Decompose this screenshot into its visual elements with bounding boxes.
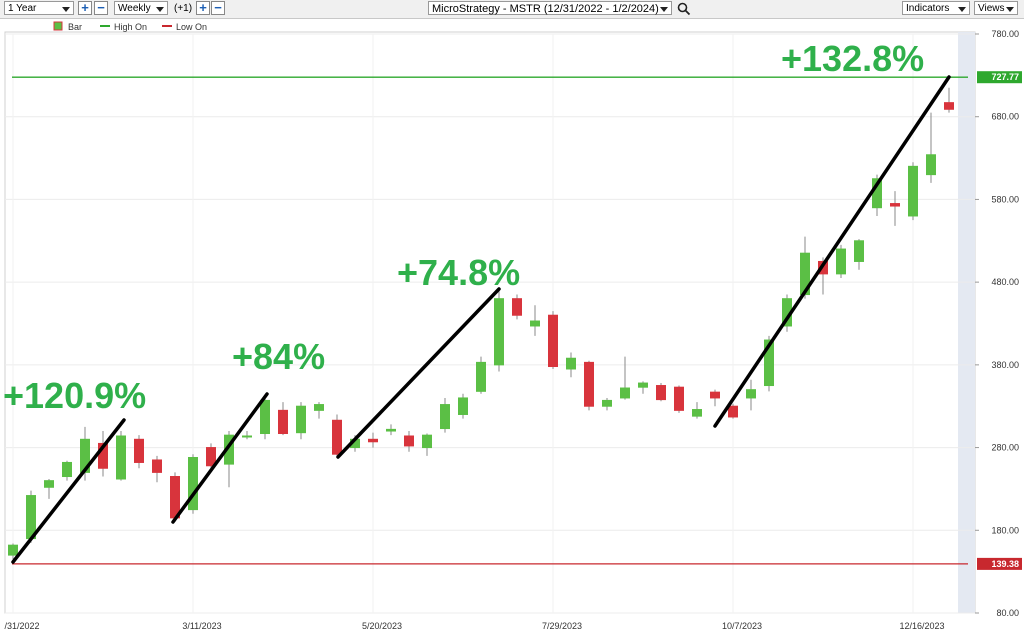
candle-body	[98, 442, 108, 469]
candle-body	[116, 435, 126, 480]
legend-label: High On	[114, 22, 147, 32]
candle-body	[206, 447, 216, 467]
candle-body	[638, 382, 648, 388]
y-tick-label: 480.00	[991, 277, 1019, 287]
offset-plus[interactable]: +	[196, 1, 210, 15]
x-tick-label: 3/11/2023	[182, 621, 221, 631]
trend-line	[713, 75, 951, 428]
candle-body	[710, 391, 720, 399]
candle-body	[242, 435, 252, 438]
candle-body	[62, 461, 72, 478]
plot-area	[4, 31, 976, 614]
candle-body	[134, 438, 144, 463]
y-tick-label: 580.00	[991, 194, 1019, 204]
candle-body	[476, 361, 486, 392]
annotation: +132.8%	[781, 38, 924, 79]
y-tick-label: 80.00	[996, 608, 1019, 618]
offset-minus[interactable]: −	[211, 1, 225, 15]
candle-body	[656, 385, 666, 401]
candle-body	[152, 459, 162, 473]
candle-body	[674, 386, 684, 411]
y-tick-label: 380.00	[991, 360, 1019, 370]
legend-label: Low On	[176, 22, 207, 32]
annotation: +74.8%	[397, 252, 520, 293]
zoom-in[interactable]: +	[78, 1, 92, 15]
x-tick-label: /31/2022	[4, 621, 39, 631]
candle-body	[44, 480, 54, 488]
candle-body	[566, 357, 576, 370]
x-tick-label: 7/29/2023	[542, 621, 582, 631]
candle-body	[260, 399, 270, 435]
x-tick-label: 5/20/2023	[362, 621, 402, 631]
candle-body	[530, 320, 540, 327]
chart: 80.00 180.00 280.00 380.00 480.00 580.00 680.0…	[3, 21, 1022, 631]
candle-body	[728, 405, 738, 418]
x-tick-label: 12/16/2023	[899, 621, 944, 631]
candle-body	[404, 435, 414, 447]
y-tick-label: 780.00	[991, 29, 1019, 39]
reference-label: 727.77	[991, 72, 1019, 82]
y-tick-label: 180.00	[991, 525, 1019, 535]
candle-body	[746, 389, 756, 399]
zoom-out[interactable]: −	[94, 1, 108, 15]
legend-label: Bar	[68, 22, 82, 32]
candle-body	[458, 397, 468, 415]
future-zone	[958, 32, 975, 613]
candle-body	[944, 102, 954, 110]
trend-line	[171, 392, 269, 524]
legend-swatch	[53, 21, 63, 31]
search-icon[interactable]	[677, 2, 691, 16]
y-tick-label: 680.00	[991, 112, 1019, 122]
candle-body	[692, 409, 702, 417]
candle-body	[890, 203, 900, 207]
views-select[interactable]: Views	[974, 1, 1018, 15]
candle-body	[8, 544, 18, 556]
candle-body	[512, 298, 522, 316]
trend-line	[11, 418, 126, 564]
candle-body	[908, 165, 918, 217]
candle-body	[494, 298, 504, 366]
candle-body	[368, 438, 378, 443]
candle-body	[602, 399, 612, 407]
candle-body	[422, 434, 432, 449]
candle-body	[188, 456, 198, 511]
reference-label: 139.38	[991, 559, 1019, 569]
x-tick-label: 10/7/2023	[722, 621, 762, 631]
offset: (+1)	[174, 3, 193, 14]
annotation: +84%	[232, 336, 325, 377]
candle-body	[584, 361, 594, 407]
toolbar: 1 Year + − Weekly (+1) + − MicroStrategy…	[0, 0, 1024, 19]
period-select[interactable]: 1 Year	[4, 1, 74, 15]
reference-label-box	[977, 557, 1022, 570]
candle-body	[836, 248, 846, 275]
candle-body	[854, 240, 864, 262]
trend-lines	[11, 75, 951, 564]
candle-body	[386, 428, 396, 432]
trend-line	[336, 287, 501, 459]
reference-label-box	[977, 71, 1022, 84]
candle-body	[332, 419, 342, 455]
candle-body	[170, 476, 180, 519]
symbol-box[interactable]: MicroStrategy - MSTR (12/31/2022 - 1/2/2…	[428, 1, 672, 15]
candle-body	[440, 404, 450, 430]
candle-body	[620, 387, 630, 399]
candle-body	[296, 405, 306, 434]
candle-body	[314, 404, 324, 411]
candle-body	[278, 409, 288, 435]
interval-select[interactable]: Weekly	[114, 1, 168, 15]
indicators-select[interactable]: Indicators	[902, 1, 970, 15]
candle-body	[548, 314, 558, 368]
annotation: +120.9%	[3, 375, 146, 416]
y-tick-label: 280.00	[991, 443, 1019, 453]
candle-body	[926, 154, 936, 176]
candle-body	[764, 339, 774, 387]
